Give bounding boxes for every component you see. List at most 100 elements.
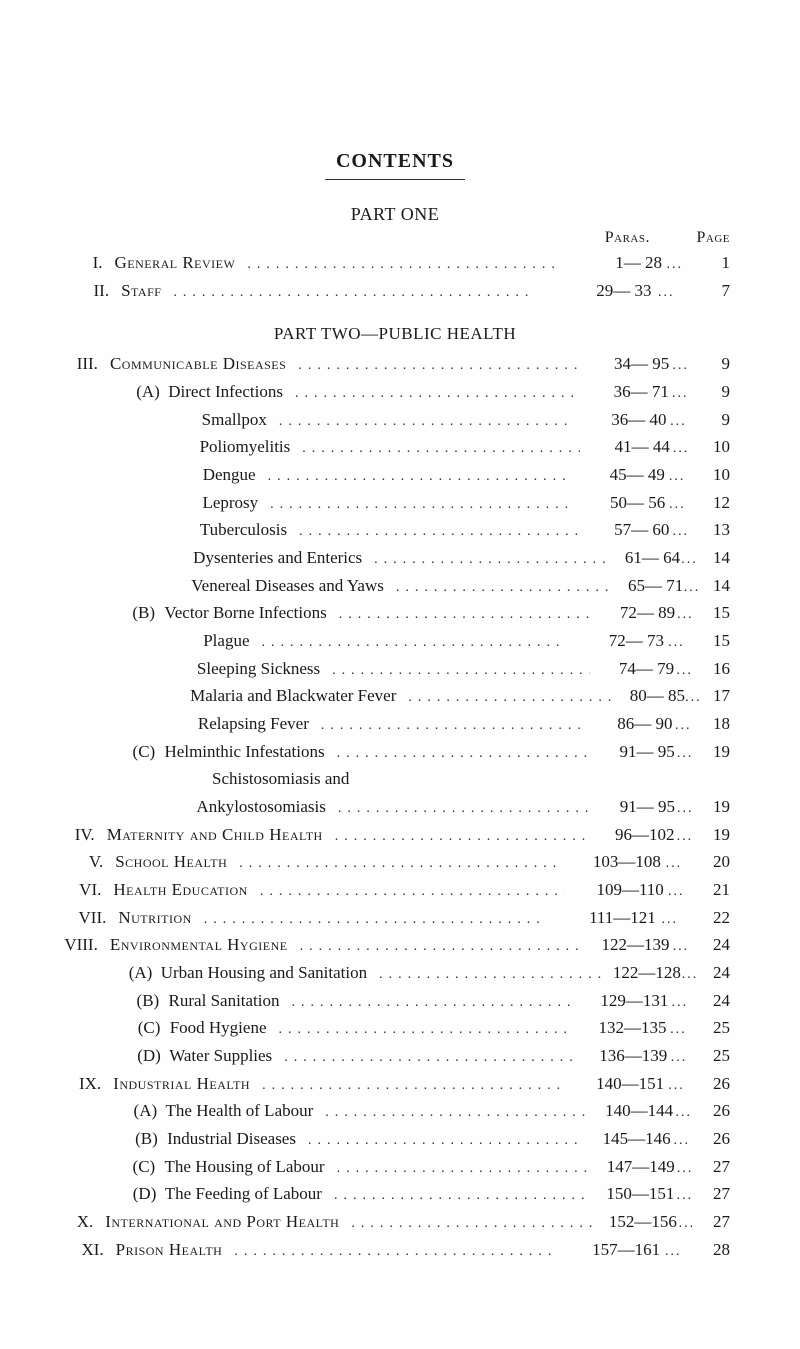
- toc-entry-label: Health Education: [113, 876, 253, 904]
- subsection-letter: (B): [135, 1125, 167, 1153]
- toc-entry-label: Plague: [113, 627, 255, 655]
- paragraph-range: 61— 64: [605, 544, 680, 572]
- toc-row: Dengue..................................…: [60, 461, 730, 489]
- paragraph-range: 140—144: [588, 1097, 673, 1125]
- toc-entry-text: Water Supplies: [169, 1046, 272, 1065]
- separator-dots: ...: [675, 604, 696, 627]
- subsection-letter: (B): [132, 599, 164, 627]
- toc-row: (C)Food Hygiene.........................…: [60, 1014, 730, 1042]
- leader-dots: ......................................: [296, 438, 579, 461]
- toc-entry-text: Communicable Diseases: [110, 354, 286, 373]
- page-number: 17: [702, 682, 730, 710]
- separator-dots: ...: [656, 909, 684, 932]
- leader-dots: ......................................: [315, 715, 586, 738]
- paragraph-range: 147—149: [592, 1153, 675, 1181]
- page-number: 20: [687, 848, 730, 876]
- separator-dots: ...: [669, 383, 692, 406]
- leader-dots: ......................................: [332, 798, 593, 821]
- separator-dots: ...: [665, 466, 689, 489]
- subsection-letter: (C): [133, 1153, 165, 1181]
- page-number: 18: [694, 710, 730, 738]
- paragraph-range: 122—128: [607, 959, 681, 987]
- leader-dots: ......................................: [233, 853, 557, 876]
- page-number: 7: [681, 277, 730, 305]
- toc-entry-text: Sleeping Sickness: [197, 659, 320, 678]
- toc-row: Ankylostosomiasis.......................…: [60, 793, 730, 821]
- page-number: 10: [692, 433, 730, 461]
- subsection-letter: (B): [137, 987, 169, 1015]
- title-underline: [325, 179, 465, 180]
- subsection-letter: (A): [134, 1097, 166, 1125]
- toc-entry-label: (D)Water Supplies: [111, 1042, 278, 1070]
- separator-dots: ...: [673, 1102, 694, 1125]
- toc-row: VI.Health Education.....................…: [60, 876, 730, 904]
- toc-entry-text: Rural Sanitation: [169, 991, 280, 1010]
- toc-row: (B)Industrial Diseases..................…: [60, 1125, 730, 1153]
- toc-row: Malaria and Blackwater Fever............…: [60, 682, 730, 710]
- leader-dots: ......................................: [278, 1047, 573, 1070]
- toc-row: Poliomyelitis...........................…: [60, 433, 730, 461]
- separator-dots: ...: [664, 632, 689, 655]
- page-number: 26: [689, 1070, 730, 1098]
- toc-row: IV.Maternity and Child Health...........…: [60, 821, 730, 849]
- toc-entry-text: Poliomyelitis: [200, 437, 291, 456]
- toc-row: IX.Industrial Health....................…: [60, 1070, 730, 1098]
- toc-entry-text: Ankylostosomiasis: [196, 797, 325, 816]
- paragraph-range: 91— 95: [592, 738, 675, 766]
- toc-entry-label: (B)Rural Sanitation: [111, 987, 286, 1015]
- page-number: 24: [699, 959, 730, 987]
- part-two-heading: PART TWO—PUBLIC HEALTH: [60, 324, 730, 344]
- separator-dots: ...: [665, 494, 689, 517]
- toc-row: (D)Water Supplies.......................…: [60, 1042, 730, 1070]
- toc-row: VII.Nutrition...........................…: [60, 904, 730, 932]
- toc-entry-text: Food Hygiene: [170, 1018, 267, 1037]
- separator-dots: ...: [651, 282, 680, 305]
- roman-numeral: VI.: [60, 876, 113, 904]
- toc-entry-label: (D)The Feeding of Labour: [107, 1180, 328, 1208]
- leader-dots: ......................................: [228, 1241, 555, 1264]
- toc-row: (A)Direct Infections....................…: [60, 378, 730, 406]
- paragraph-range: 29— 33: [534, 277, 652, 305]
- leader-dots: ......................................: [373, 964, 607, 987]
- roman-numeral: V.: [60, 848, 115, 876]
- leader-dots: ......................................: [256, 632, 566, 655]
- paragraph-range: 145—146: [582, 1125, 671, 1153]
- page-number: 10: [689, 461, 730, 489]
- toc-entry-text: Nutrition: [118, 908, 191, 927]
- separator-dots: ...: [673, 715, 695, 738]
- separator-dots: ...: [666, 1019, 690, 1042]
- separator-dots: ...: [660, 1241, 686, 1264]
- page-number: 25: [690, 1014, 730, 1042]
- toc-entry-text: Maternity and Child Health: [107, 825, 323, 844]
- toc-entry-label: Venereal Diseases and Yaws: [101, 572, 390, 600]
- paragraph-range: 91— 95: [592, 793, 675, 821]
- separator-dots: ...: [683, 577, 701, 600]
- toc-entry-label: General Review: [114, 249, 241, 277]
- separator-dots: ...: [671, 1130, 693, 1153]
- toc-entry-label: Maternity and Child Health: [107, 821, 329, 849]
- paragraph-range: 86— 90: [586, 710, 672, 738]
- toc-row: (C)The Housing of Labour................…: [60, 1153, 730, 1181]
- toc-entry-text: School Health: [115, 852, 227, 871]
- leader-dots: ......................................: [241, 254, 560, 277]
- roman-numeral: IV.: [60, 821, 107, 849]
- toc-row: (A)The Health of Labour.................…: [60, 1097, 730, 1125]
- separator-dots: ...: [680, 549, 699, 572]
- leader-dots: ......................................: [326, 660, 590, 683]
- toc-row: Smallpox................................…: [60, 406, 730, 434]
- leader-dots: ......................................: [319, 1102, 588, 1125]
- separator-dots: ...: [668, 992, 691, 1015]
- page-number: 14: [701, 572, 730, 600]
- leader-dots: ......................................: [390, 577, 613, 600]
- page-number: 26: [693, 1125, 730, 1153]
- subsection-letter: (A): [129, 959, 161, 987]
- page-number: 12: [690, 489, 730, 517]
- toc-row: V.School Health.........................…: [60, 848, 730, 876]
- toc-entry-text: Tuberculosis: [200, 520, 287, 539]
- toc-row: (A)Urban Housing and Sanitation.........…: [60, 959, 730, 987]
- toc-entry-text: Staff: [121, 281, 161, 300]
- toc-entry-label: (C)The Housing of Labour: [107, 1153, 331, 1181]
- toc-row: (D)The Feeding of Labour................…: [60, 1180, 730, 1208]
- leader-dots: ......................................: [368, 549, 605, 572]
- toc-entry-label: Malaria and Blackwater Fever: [100, 682, 402, 710]
